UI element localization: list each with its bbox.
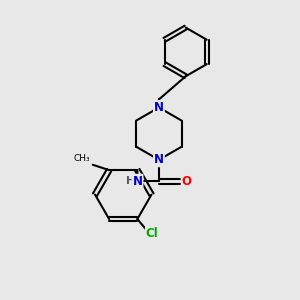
Text: N: N: [154, 153, 164, 166]
Text: H: H: [126, 176, 134, 186]
Text: CH₃: CH₃: [74, 154, 90, 163]
Text: N: N: [154, 101, 164, 114]
Text: Cl: Cl: [146, 227, 159, 240]
Text: N: N: [133, 175, 142, 188]
Text: O: O: [182, 175, 192, 188]
